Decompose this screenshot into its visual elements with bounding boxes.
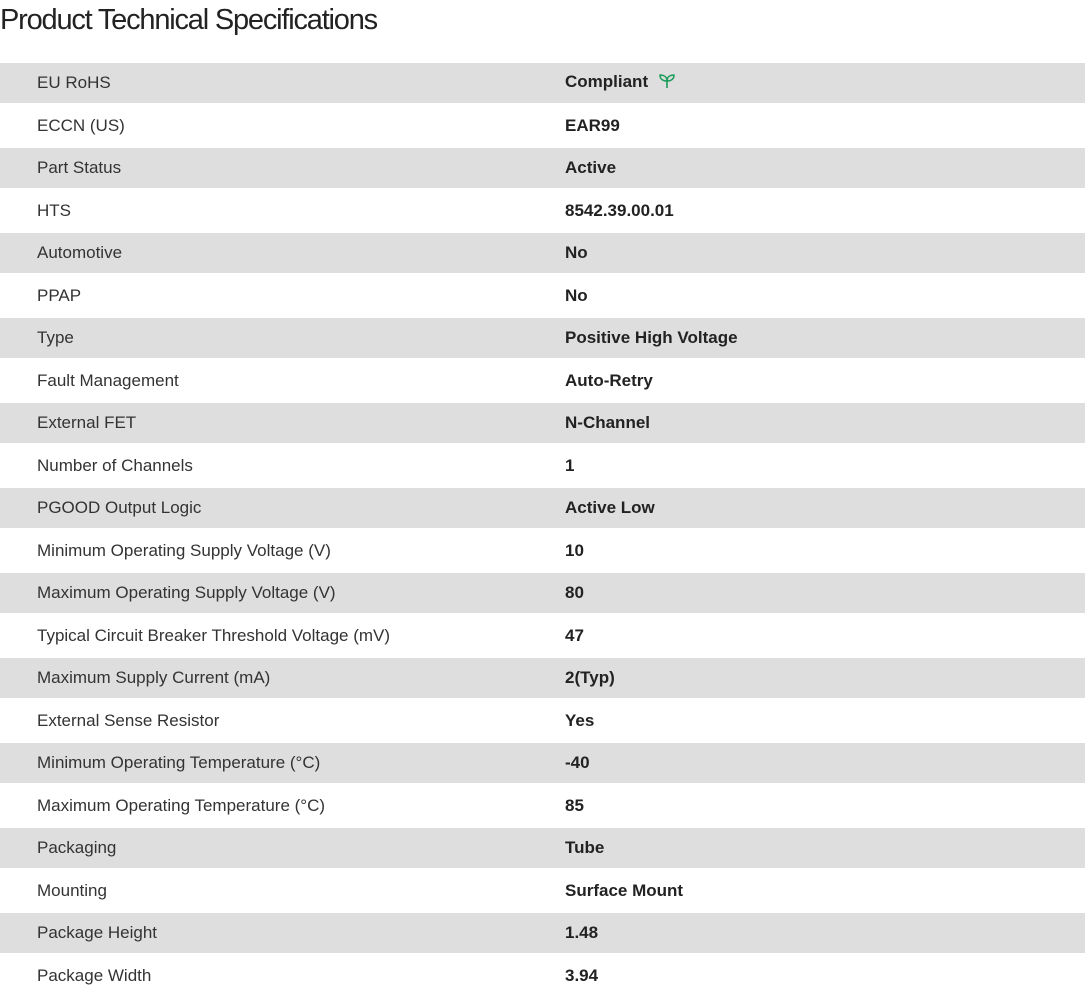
spec-row: PPAP No [0, 273, 1085, 318]
spec-label: Type [37, 328, 74, 347]
spec-value: EAR99 [565, 115, 620, 135]
spec-value: 3.94 [565, 965, 599, 985]
spec-value-cell: EAR99 [565, 103, 1085, 148]
spec-label: Part Status [37, 158, 122, 177]
spec-value-cell: Surface Mount [565, 868, 1085, 913]
spec-row: External FET N-Channel [0, 403, 1085, 443]
spec-value-cell: Compliant [565, 63, 1085, 103]
spec-value-cell: Active Low [565, 488, 1085, 528]
spec-value-cell: 3.94 [565, 953, 1085, 998]
spec-value: 80 [565, 583, 584, 602]
spec-row: EU RoHS Compliant [0, 63, 1085, 103]
spec-value: Active Low [565, 498, 655, 517]
spec-label: Maximum Operating Temperature (°C) [37, 795, 326, 815]
spec-label: External FET [37, 413, 137, 432]
spec-value: Compliant [565, 72, 649, 92]
spec-label: Fault Management [37, 370, 179, 390]
spec-value: 8542.39.00.01 [565, 200, 674, 220]
spec-label: Minimum Operating Temperature (°C) [37, 753, 321, 772]
spec-value-cell: 1 [565, 443, 1085, 488]
spec-row: Minimum Operating Supply Voltage (V) 10 [0, 528, 1085, 573]
spec-value: Auto-Retry [565, 370, 653, 390]
spec-row: Package Width 3.94 [0, 953, 1085, 998]
spec-row: Minimum Operating Temperature (°C) -40 [0, 743, 1085, 783]
spec-row: PGOOD Output Logic Active Low [0, 488, 1085, 528]
spec-label: PPAP [37, 285, 82, 305]
spec-label: EU RoHS [37, 73, 111, 92]
spec-label: Automotive [37, 243, 123, 262]
spec-value: No [565, 285, 588, 305]
spec-value: 2(Typ) [565, 668, 615, 687]
spec-row: External Sense Resistor Yes [0, 698, 1085, 743]
spec-value: Tube [565, 838, 605, 857]
spec-value-cell: 2(Typ) [565, 658, 1085, 698]
spec-label: Minimum Operating Supply Voltage (V) [37, 540, 331, 560]
spec-value-cell: -40 [565, 743, 1085, 783]
spec-value-cell: 10 [565, 528, 1085, 573]
spec-row: Number of Channels 1 [0, 443, 1085, 488]
spec-row: Packaging Tube [0, 828, 1085, 868]
spec-value: 1.48 [565, 923, 599, 942]
spec-row: Type Positive High Voltage [0, 318, 1085, 358]
spec-row: Fault Management Auto-Retry [0, 358, 1085, 403]
spec-label: Maximum Operating Supply Voltage (V) [37, 583, 336, 602]
spec-value: 10 [565, 540, 584, 560]
spec-row: Automotive No [0, 233, 1085, 273]
spec-value: 1 [565, 455, 575, 475]
spec-value: Active [565, 158, 617, 177]
spec-value: 85 [565, 795, 584, 815]
spec-value-cell: No [565, 273, 1085, 318]
spec-value: Surface Mount [565, 880, 684, 900]
spec-value-cell: 47 [565, 613, 1085, 658]
spec-row: Maximum Operating Temperature (°C) 85 [0, 783, 1085, 828]
spec-label: Number of Channels [37, 455, 193, 475]
spec-value-cell: Active [565, 148, 1085, 188]
leaf-icon [658, 73, 676, 94]
spec-value-cell: Positive High Voltage [565, 318, 1085, 358]
spec-value: Positive High Voltage [565, 328, 738, 347]
spec-value: N-Channel [565, 413, 650, 432]
spec-value-cell: 80 [565, 573, 1085, 613]
spec-value-cell: Yes [565, 698, 1085, 743]
spec-row: Typical Circuit Breaker Threshold Voltag… [0, 613, 1085, 658]
spec-value-cell: 8542.39.00.01 [565, 188, 1085, 233]
spec-row: Part Status Active [0, 148, 1085, 188]
spec-value-cell: No [565, 233, 1085, 273]
spec-value-cell: Auto-Retry [565, 358, 1085, 403]
spec-label: Package Height [37, 923, 158, 942]
spec-value-cell: N-Channel [565, 403, 1085, 443]
spec-value: Yes [565, 710, 595, 730]
spec-row: Maximum Supply Current (mA) 2(Typ) [0, 658, 1085, 698]
spec-label: Package Width [37, 965, 152, 985]
spec-label: External Sense Resistor [37, 710, 220, 730]
specs-table: EU RoHS Compliant ECCN (US) EAR99 Part Statu… [0, 63, 1085, 998]
spec-label: Mounting [37, 880, 107, 900]
spec-value: -40 [565, 753, 590, 772]
spec-row: HTS 8542.39.00.01 [0, 188, 1085, 233]
spec-row: ECCN (US) EAR99 [0, 103, 1085, 148]
spec-row: Package Height 1.48 [0, 913, 1085, 953]
spec-label: Packaging [37, 838, 117, 857]
page-title: Product Technical Specifications [0, 4, 378, 36]
spec-label: HTS [37, 200, 71, 220]
spec-value-cell: 1.48 [565, 913, 1085, 953]
spec-value-cell: 85 [565, 783, 1085, 828]
spec-label: Typical Circuit Breaker Threshold Voltag… [37, 625, 391, 645]
spec-row: Maximum Operating Supply Voltage (V) 80 [0, 573, 1085, 613]
spec-label: PGOOD Output Logic [37, 498, 202, 517]
spec-value: 47 [565, 625, 584, 645]
spec-label: ECCN (US) [37, 115, 125, 135]
spec-value-cell: Tube [565, 828, 1085, 868]
spec-label: Maximum Supply Current (mA) [37, 668, 271, 687]
spec-value: No [565, 243, 588, 262]
spec-row: Mounting Surface Mount [0, 868, 1085, 913]
